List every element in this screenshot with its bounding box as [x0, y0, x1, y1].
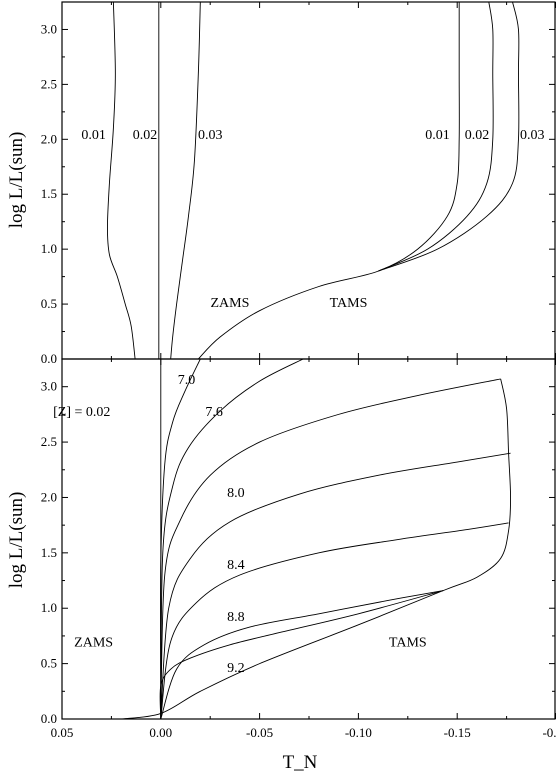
- curve-label: 0.01: [425, 128, 450, 143]
- series-line-0.02: [377, 2, 494, 272]
- curve-label: 7.6: [205, 405, 223, 420]
- curve-label: ZAMS: [74, 635, 113, 650]
- x-tick-label: -0.10: [345, 725, 372, 740]
- y-tick-label: 3.0: [41, 21, 57, 36]
- x-tick-label: -0.15: [444, 725, 471, 740]
- x-axis-title: T_N: [283, 752, 318, 773]
- y-tick-label: 0.0: [41, 351, 57, 366]
- series-line-lowest: [159, 590, 444, 719]
- y-tick-label: 2.0: [41, 131, 57, 146]
- x-tick-label: -0.05: [246, 725, 273, 740]
- y-tick-label: 1.5: [41, 545, 57, 560]
- x-tick-label: 0.05: [51, 725, 74, 740]
- y-tick-label: 3.0: [41, 379, 57, 394]
- y-axis-title-top: log L/L(sun): [6, 132, 27, 229]
- series-line-7.6: [160, 359, 304, 719]
- y-tick-label: 0.0: [41, 711, 57, 726]
- y-tick-label: 1.0: [41, 600, 57, 615]
- y-tick-label: 0.5: [41, 296, 57, 311]
- curve-label: 8.0: [227, 486, 245, 501]
- series-line-8.4: [160, 452, 511, 719]
- curve-label: 0.01: [81, 128, 106, 143]
- y-tick-label: 0.5: [41, 656, 57, 671]
- series-line-9.2: [160, 590, 444, 719]
- curve-label: 0.02: [133, 128, 158, 143]
- y-tick-label: 1.5: [41, 186, 57, 201]
- series-group: [121, 359, 512, 719]
- plot-frame: [61, 358, 556, 720]
- curve-label: 0.03: [520, 128, 545, 143]
- y-tick-label: 2.5: [41, 434, 57, 449]
- x-tick-label: 0.00: [149, 725, 172, 740]
- bottom-panel: 0.0 0.5 1.0 1.5 2.0 2.5 3.0 0.05 0.00 -0.05 -0.10 -…: [41, 358, 556, 740]
- axis-titles: log L/L(sun) log L/L(sun) T_N: [6, 132, 318, 773]
- series-line-8.8: [160, 522, 509, 719]
- series-line-0.03: [170, 2, 201, 359]
- y-tick-label: 1.0: [41, 241, 57, 256]
- curve-label: 8.4: [227, 558, 245, 573]
- series-line-0.01: [198, 2, 460, 359]
- series-line-TAMS: [121, 378, 512, 719]
- top-panel: 0.0 0.5 1.0 1.5 2.0 2.5 3.0 0.01 0.02 0.03 0.01 0.0…: [41, 1, 556, 366]
- curve-label: 0.02: [465, 128, 490, 143]
- curve-label: TAMS: [330, 296, 368, 311]
- y-axis-title-bottom: log L/L(sun): [6, 492, 27, 589]
- curve-label: ZAMS: [211, 296, 250, 311]
- series-line-0.01: [106, 2, 136, 359]
- curve-label: 0.03: [198, 128, 223, 143]
- curve-label: 7.0: [178, 373, 196, 388]
- y-tick-label: 2.5: [41, 76, 57, 91]
- series-line-7.0: [160, 359, 201, 719]
- curve-label: 8.8: [227, 610, 245, 625]
- plot-frame: [61, 1, 556, 360]
- series-line-0.03: [378, 2, 520, 272]
- curve-label: TAMS: [389, 635, 427, 650]
- series-line-8.0: [160, 378, 501, 719]
- y-tick-label: 2.0: [41, 489, 57, 504]
- curve-label: 9.2: [227, 661, 245, 676]
- curve-label: [Z] = 0.02: [53, 405, 110, 420]
- series-group: [106, 2, 520, 359]
- x-tick-label: -0.20: [542, 725, 556, 740]
